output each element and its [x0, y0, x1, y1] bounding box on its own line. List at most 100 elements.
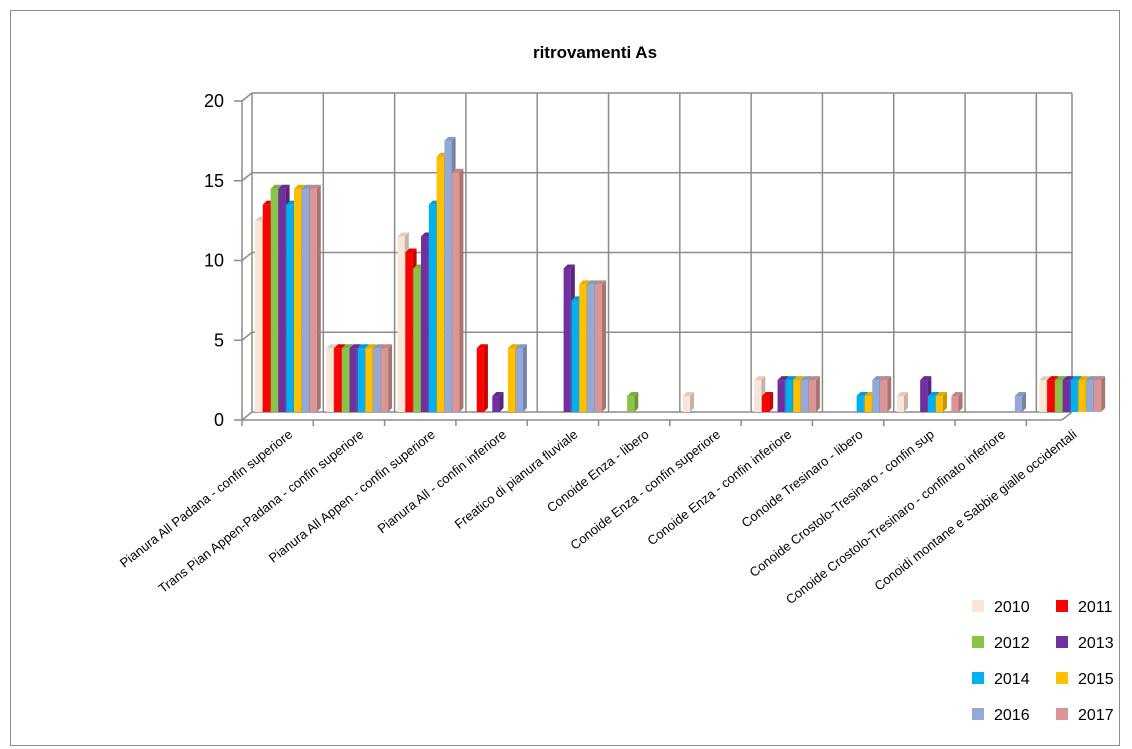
- bar-top-2016: [444, 136, 456, 141]
- plot-grid: [241, 92, 1073, 421]
- bar-side-2017: [459, 168, 464, 412]
- bar-top-2016: [515, 344, 527, 349]
- bar-2010: [255, 220, 263, 412]
- bar-top-2010: [326, 344, 338, 349]
- bar-side-2011: [483, 344, 488, 412]
- bar-2017: [309, 188, 317, 412]
- legend-swatch-2011: [1056, 600, 1068, 612]
- bar-side-2017: [958, 392, 963, 412]
- bar-top-2016: [1086, 376, 1098, 381]
- bar-top-2013: [349, 344, 361, 349]
- bar-top-2010: [1039, 376, 1051, 381]
- bar-side-2017: [602, 280, 607, 412]
- bar-top-2012: [1054, 376, 1067, 381]
- bar-top-2014: [785, 376, 797, 381]
- x-tick-label: Freatico di pianura fluviale: [452, 427, 581, 532]
- bar-2010: [682, 396, 691, 412]
- x-tick-label: Conoide Tresinaro - libero: [739, 427, 866, 531]
- bar-top-2013: [777, 376, 789, 381]
- bar-top-2017: [452, 168, 464, 173]
- bar-2013: [278, 188, 286, 412]
- bar-2015: [793, 380, 801, 412]
- bar-2010: [754, 380, 762, 412]
- bar-2013: [421, 236, 429, 412]
- bar-top-2014: [927, 392, 940, 397]
- bar-top-2017: [951, 392, 963, 397]
- bar-2015: [864, 396, 872, 412]
- bar-2015: [579, 284, 587, 412]
- bar-2010: [896, 396, 904, 412]
- bar-top-2016: [872, 376, 884, 381]
- bar-side-2017: [316, 184, 321, 412]
- y-tick-label: 5: [214, 330, 224, 350]
- y-tick-label: 15: [204, 171, 224, 191]
- bar-top-2017: [880, 376, 892, 381]
- bar-top-2010: [896, 392, 908, 397]
- bar-2017: [452, 172, 460, 412]
- bar-top-2016: [373, 344, 385, 349]
- chart-title: ritrovamenti As: [533, 43, 657, 62]
- bar-top-2016: [587, 280, 599, 285]
- bar-2015: [507, 348, 516, 412]
- bar-top-2017: [309, 184, 321, 189]
- bar-top-2011: [476, 344, 488, 349]
- bar-2016: [301, 188, 309, 412]
- bar-2017: [380, 348, 389, 412]
- bar-top-2011: [405, 248, 417, 253]
- legend-swatch-2016: [972, 708, 984, 720]
- x-tick-label: Pianura All - confin inferiore: [375, 427, 510, 537]
- bar-2013: [1062, 380, 1070, 412]
- bar-2016: [1086, 380, 1094, 412]
- gridline-depth: [241, 411, 253, 421]
- legend-swatch-2010: [972, 600, 984, 612]
- bar-2017: [880, 380, 888, 412]
- bar-top-2015: [294, 184, 306, 189]
- y-tick-label: 10: [204, 251, 224, 271]
- bar-2011: [405, 252, 413, 412]
- gridline-depth: [241, 251, 253, 262]
- bar-top-2010: [682, 392, 695, 397]
- bar-2014: [785, 380, 793, 412]
- bar-series: [255, 136, 1106, 413]
- bar-side-2010: [690, 392, 695, 412]
- bar-top-2012: [341, 344, 354, 349]
- bar-side-2013: [499, 392, 504, 412]
- y-tick-label: 0: [214, 410, 224, 430]
- legend-label-2012: 2012: [994, 635, 1030, 652]
- bar-2015: [365, 348, 373, 412]
- floor-edge: [1061, 411, 1073, 421]
- bar-side-2011: [769, 392, 774, 412]
- bar-2015: [436, 156, 444, 412]
- bar-2014: [428, 204, 437, 412]
- bar-2013: [563, 268, 571, 412]
- bar-2012: [1054, 380, 1063, 412]
- x-tick-label: Conoide Enza - confin superiore: [567, 427, 723, 553]
- x-tick-label: Conoide Enza - confin inferiore: [644, 427, 794, 549]
- bar-2011: [1047, 380, 1055, 412]
- bar-top-2014: [357, 344, 369, 349]
- x-axis-labels: Pianura All Padana - confin superioreTra…: [117, 420, 1080, 607]
- bar-2013: [777, 380, 785, 412]
- legend-label-2011: 2011: [1078, 599, 1113, 616]
- bar-2016: [444, 140, 452, 412]
- bar-side-2016: [522, 344, 527, 412]
- legend-swatch-2012: [972, 636, 984, 648]
- bar-top-2012: [627, 392, 639, 397]
- gridline-depth: [241, 92, 253, 102]
- bar-2012: [627, 396, 635, 412]
- bar-top-2013: [920, 376, 932, 381]
- legend-swatch-2013: [1056, 636, 1068, 648]
- bar-2017: [951, 396, 959, 412]
- legend-label-2014: 2014: [994, 671, 1030, 688]
- bar-2016: [1014, 396, 1023, 412]
- legend-label-2013: 2013: [1078, 635, 1114, 652]
- bar-2014: [927, 396, 936, 412]
- bar-top-2016: [301, 184, 313, 189]
- bar-2013: [349, 348, 357, 412]
- bar-2011: [476, 348, 484, 412]
- bar-2010: [1039, 380, 1047, 412]
- bar-2016: [800, 380, 809, 412]
- bar-2013: [492, 396, 500, 412]
- bar-side-2017: [887, 376, 892, 412]
- bar-top-2011: [1047, 376, 1059, 381]
